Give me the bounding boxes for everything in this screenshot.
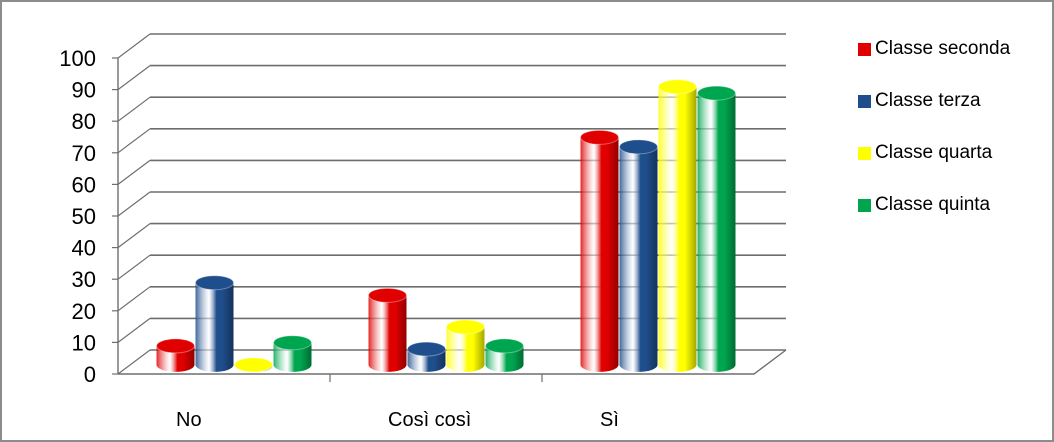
y-tick-label: 80 bbox=[72, 109, 96, 134]
bar bbox=[273, 335, 312, 372]
legend-label: Classe quarta bbox=[875, 142, 993, 163]
gridline-side bbox=[117, 191, 151, 217]
legend-label: Classe quinta bbox=[875, 194, 991, 215]
gridline-side bbox=[117, 223, 151, 249]
y-tick-label: 100 bbox=[59, 46, 96, 71]
y-tick-label: 40 bbox=[72, 236, 96, 261]
legend-label: Classe seconda bbox=[875, 38, 1011, 59]
legend-swatch bbox=[858, 42, 871, 56]
bar bbox=[156, 338, 195, 372]
bar bbox=[407, 341, 446, 372]
legend: Classe seconda Classe terza Classe quart… bbox=[858, 36, 1010, 244]
bar bbox=[697, 85, 736, 372]
bar bbox=[234, 357, 273, 373]
x-category-label: Sì bbox=[600, 409, 619, 431]
y-tick-label: 50 bbox=[72, 204, 96, 229]
gridline-side bbox=[117, 254, 151, 280]
legend-swatch bbox=[858, 94, 871, 108]
bar bbox=[485, 338, 524, 372]
x-category-label: No bbox=[176, 409, 202, 431]
y-tick-label: 10 bbox=[72, 330, 96, 355]
y-tick-label: 30 bbox=[72, 267, 96, 292]
legend-item-classe-terza: Classe terza bbox=[858, 88, 1010, 114]
legend-swatch bbox=[858, 198, 871, 212]
gridline-side bbox=[117, 159, 151, 185]
legend-swatch bbox=[858, 146, 871, 160]
y-tick-label: 70 bbox=[72, 141, 96, 166]
legend-item-classe-quinta: Classe quinta bbox=[858, 192, 1010, 218]
gridline-side bbox=[117, 128, 151, 154]
gridline-side bbox=[117, 96, 151, 122]
legend-item-classe-quarta: Classe quarta bbox=[858, 140, 1010, 166]
bar bbox=[619, 139, 658, 372]
bar bbox=[658, 79, 697, 372]
gridline-side bbox=[117, 286, 151, 312]
legend-label: Classe terza bbox=[875, 90, 981, 111]
bar bbox=[195, 275, 234, 372]
y-tick-label: 20 bbox=[72, 299, 96, 324]
gridline-side bbox=[117, 317, 151, 343]
legend-item-classe-seconda: Classe seconda bbox=[858, 36, 1010, 62]
gridline-side bbox=[117, 33, 151, 59]
bar bbox=[368, 287, 407, 372]
gridline-side bbox=[117, 65, 151, 91]
bar bbox=[580, 129, 619, 372]
y-tick-label: 0 bbox=[84, 362, 96, 387]
bar bbox=[446, 319, 485, 372]
x-category-label: Così così bbox=[388, 409, 471, 431]
y-tick-label: 90 bbox=[72, 78, 96, 103]
y-tick-label: 60 bbox=[72, 172, 96, 197]
gridline-side bbox=[117, 349, 151, 375]
